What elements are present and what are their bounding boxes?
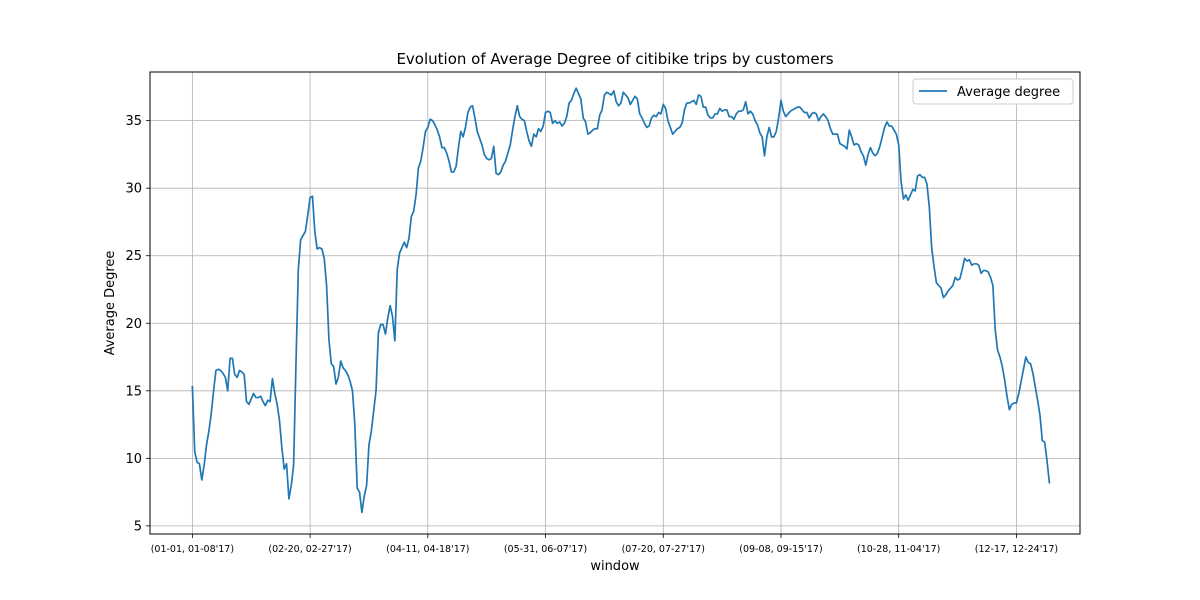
- grid-lines: [150, 72, 1080, 534]
- y-tick-label: 20: [125, 317, 142, 332]
- legend-label: Average degree: [957, 85, 1060, 100]
- x-tick-label: (02-20, 02-27'17): [268, 544, 351, 555]
- legend: Average degree: [912, 78, 1074, 105]
- series-layer: [191, 87, 1051, 514]
- x-tick-label: (01-01, 01-08'17): [151, 544, 234, 555]
- x-tick-label: (04-11, 04-18'17): [386, 544, 469, 555]
- y-tick-label: 10: [125, 452, 142, 467]
- y-axis-label: Average Degree: [103, 251, 118, 356]
- x-tick-label: (10-28, 11-04'17): [857, 544, 940, 555]
- x-tick-label: (05-31, 06-07'17): [504, 544, 587, 555]
- y-tick-label: 15: [125, 384, 142, 399]
- series-line-average-degree: [191, 87, 1051, 514]
- x-tick-label: (12-17, 12-24'17): [975, 544, 1058, 555]
- x-tick-label: (07-20, 07-27'17): [622, 544, 705, 555]
- x-tick-label: (09-08, 09-15'17): [739, 544, 822, 555]
- legend-box: [912, 78, 1074, 105]
- plot-area-frame: [149, 71, 1081, 535]
- y-tick-label: 35: [125, 114, 142, 129]
- x-axis-label: window: [590, 559, 640, 574]
- y-tick-label: 5: [134, 519, 142, 534]
- y-axis: 5 10 15 20 25 30 35: [125, 114, 150, 534]
- chart-title: Evolution of Average Degree of citibike …: [396, 50, 833, 68]
- y-tick-label: 25: [125, 249, 142, 264]
- y-tick-label: 30: [125, 182, 142, 197]
- x-axis: (01-01, 01-08'17) (02-20, 02-27'17) (04-11…: [151, 534, 1058, 555]
